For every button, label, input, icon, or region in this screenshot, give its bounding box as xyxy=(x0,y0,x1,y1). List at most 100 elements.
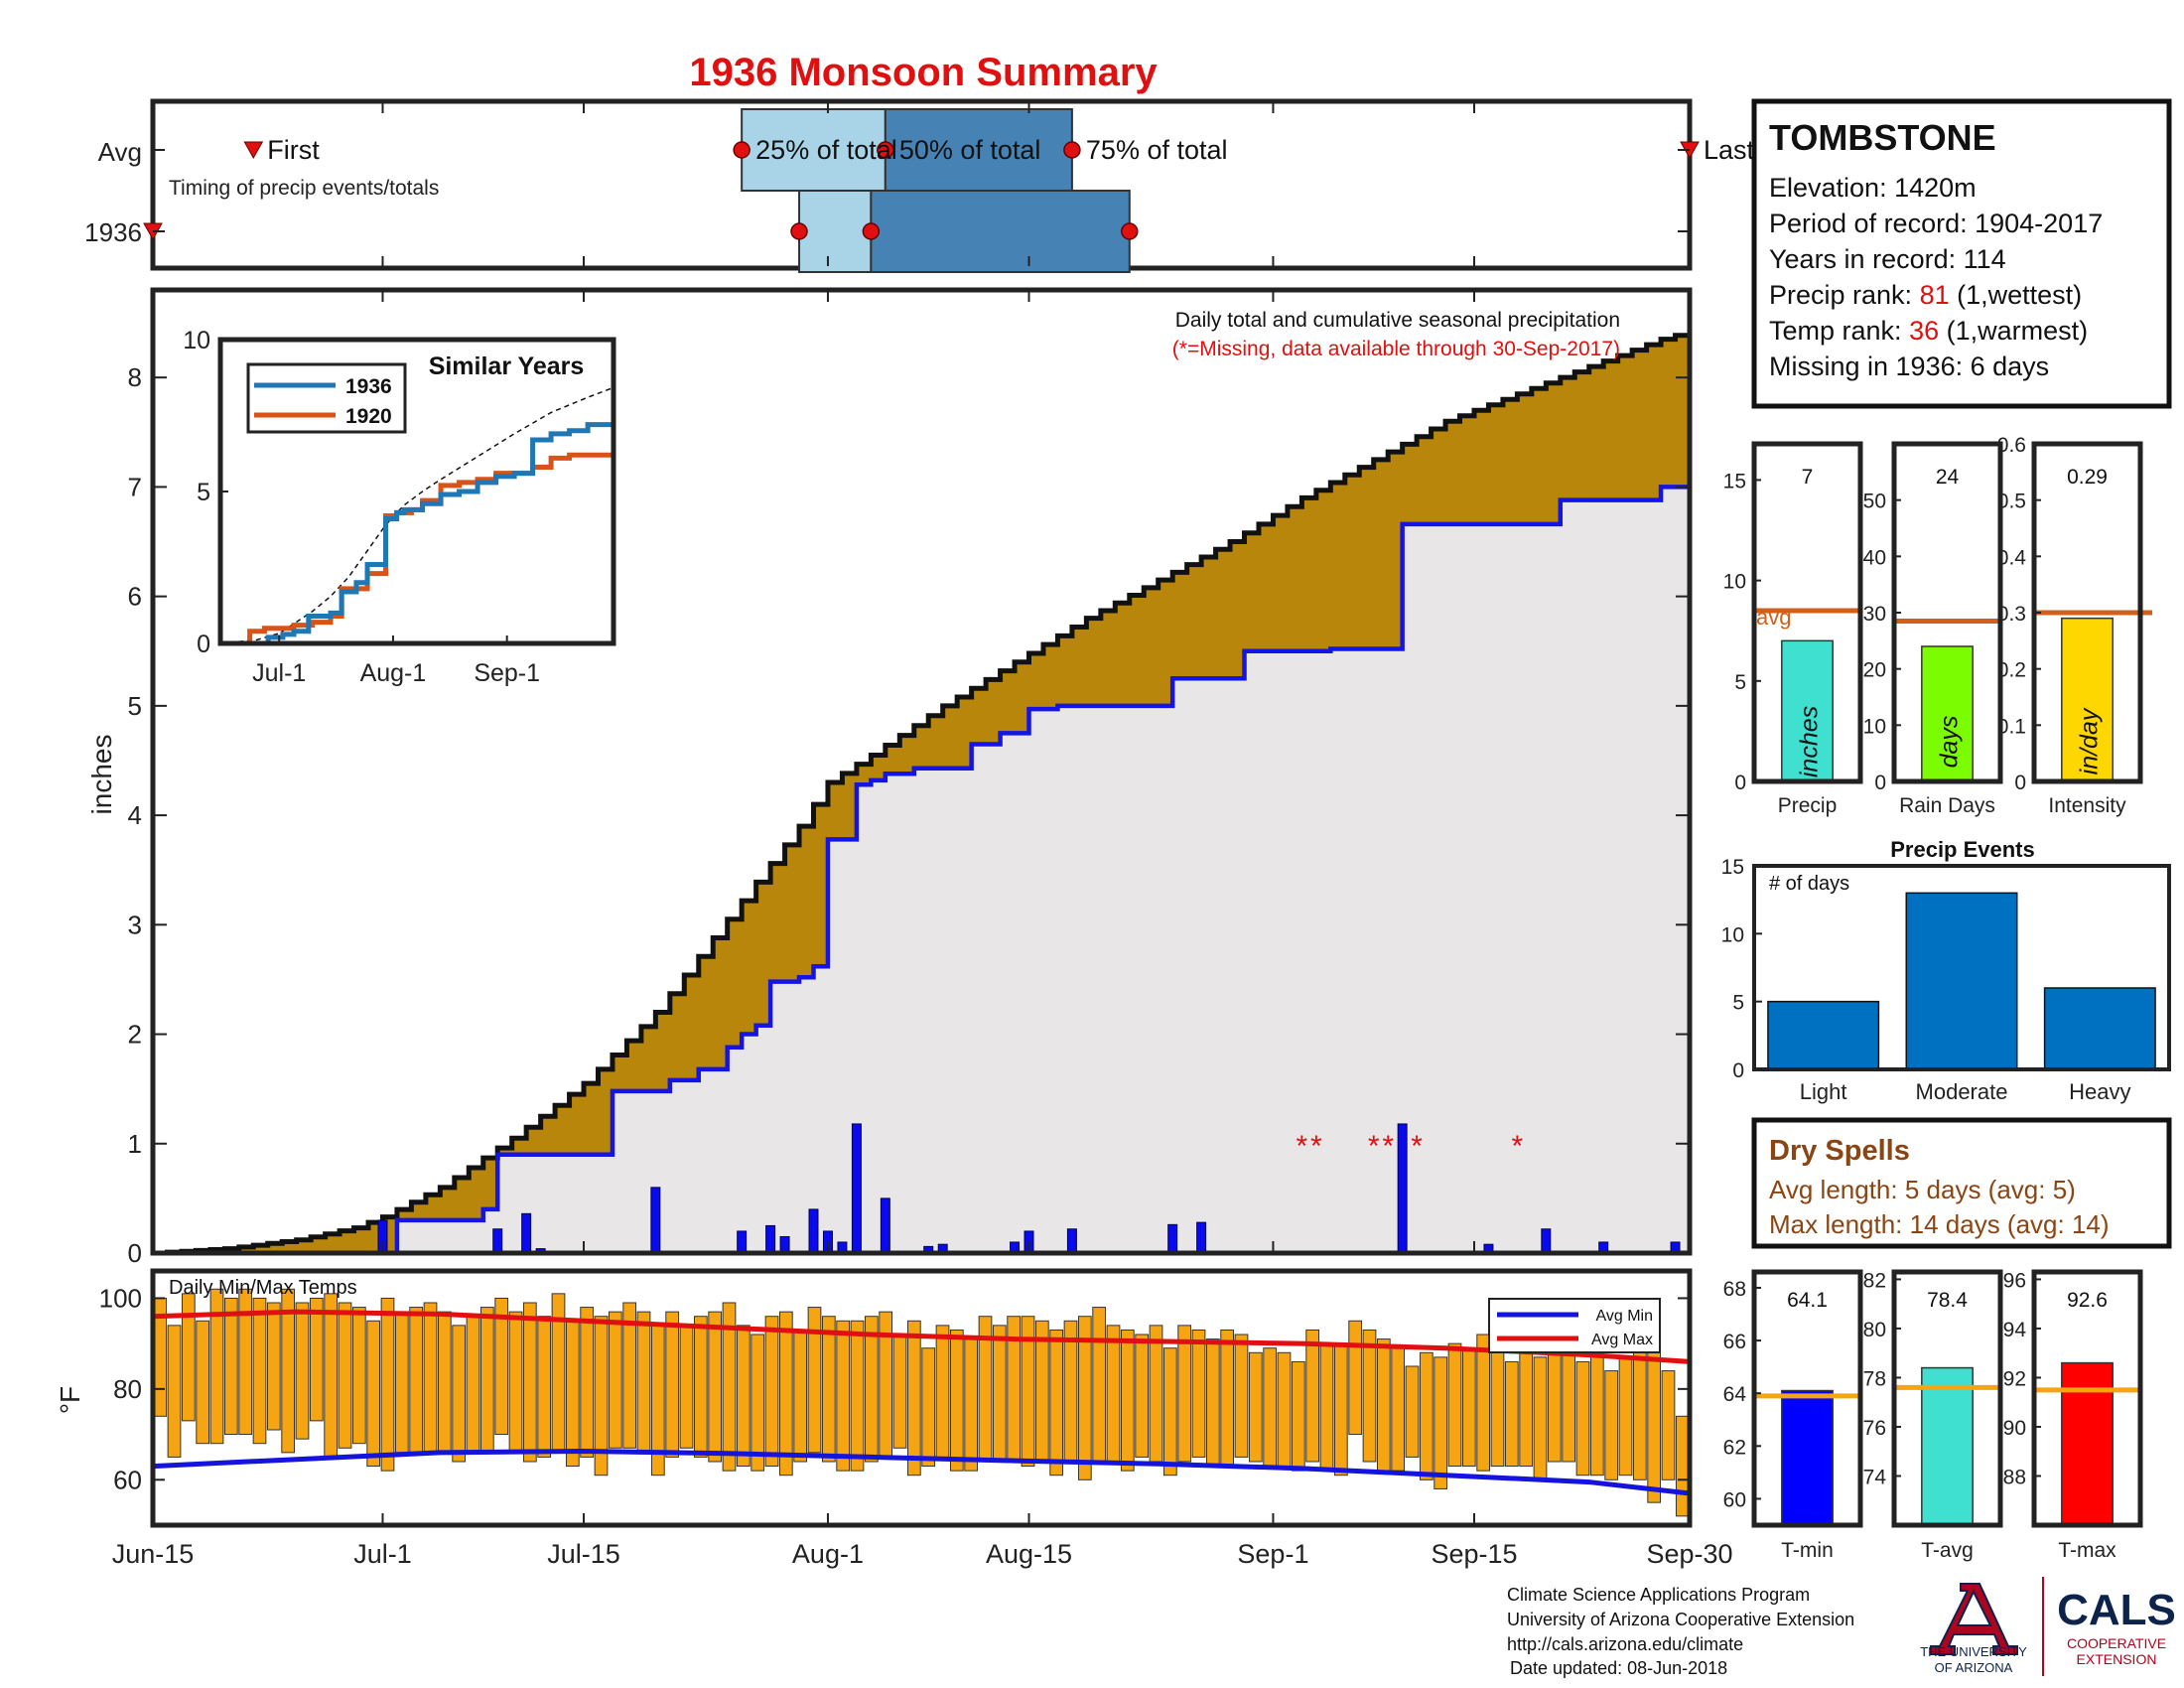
temp-range-bar xyxy=(1106,1325,1121,1463)
main-ytick-label: 5 xyxy=(128,691,142,721)
inset-xtick-label: Sep-1 xyxy=(474,659,540,687)
temp-range-bar xyxy=(466,1316,480,1454)
daily-precip-bar xyxy=(650,1187,661,1254)
temp-range-bar xyxy=(949,1329,964,1472)
temp-range-bar xyxy=(1547,1347,1562,1463)
temp-ytick-label: 60 xyxy=(113,1465,142,1494)
temp-range-bar xyxy=(452,1325,467,1463)
tsum-ytick-label: 94 xyxy=(2003,1319,2027,1341)
stat-ytick-label: 0.2 xyxy=(1997,659,2026,682)
main-ytick-label: 3 xyxy=(128,910,142,939)
tsum-value-T-max: 92.6 xyxy=(2067,1289,2108,1312)
event-bar-Heavy xyxy=(2043,987,2156,1070)
timing-year-label: 1936 xyxy=(84,217,142,247)
temp-range-bar xyxy=(1519,1351,1534,1468)
temp-range-bar xyxy=(693,1316,708,1458)
temp-range-bar xyxy=(1177,1325,1192,1463)
temp-range-bar xyxy=(778,1311,793,1477)
temp-range-bar xyxy=(1632,1342,1647,1480)
stat-bar-Intensity xyxy=(2061,617,2114,782)
tsum-ytick-label: 62 xyxy=(1723,1436,1746,1459)
temp-range-bar xyxy=(1647,1351,1662,1503)
temp-range-bar xyxy=(964,1338,979,1472)
tsum-value-T-min: 64.1 xyxy=(1787,1289,1828,1312)
temp-range-bar xyxy=(1248,1351,1263,1463)
temp-range-bar xyxy=(935,1325,950,1458)
tsum-ytick-label: 66 xyxy=(1723,1331,1746,1353)
date-axis-label: Sep-1 xyxy=(1237,1539,1308,1569)
daily-precip-bar xyxy=(1167,1223,1178,1254)
cals-logo-text: CALS xyxy=(2057,1586,2176,1634)
temp-range-bar xyxy=(394,1311,409,1454)
stat-ytick-label: 20 xyxy=(1863,659,1886,682)
temp-range-bar xyxy=(338,1302,352,1449)
daily-precip-bar xyxy=(1196,1221,1207,1254)
temperature-chart: 60 80 100 Daily Min/Max Temps °F Avg Min A… xyxy=(55,1268,1733,1569)
ua-a-logo-icon xyxy=(1930,1583,2018,1655)
timing-avg-first-marker xyxy=(243,141,264,160)
timing-avg-label: Avg xyxy=(98,137,142,167)
temp-range-bar xyxy=(1191,1329,1206,1458)
temp-range-bar xyxy=(1277,1351,1292,1468)
footer-line-4: Date updated: 08-Jun-2018 xyxy=(1510,1658,1727,1678)
footer-line-3: http://cals.arizona.edu/climate xyxy=(1507,1634,1743,1654)
inset-xtick-label: Aug-1 xyxy=(360,659,427,687)
daily-precip-bar xyxy=(737,1230,748,1254)
timing-avg-p75-marker xyxy=(1063,141,1081,159)
tsum-bar-T-max xyxy=(2061,1361,2114,1526)
temp-range-bar xyxy=(196,1320,210,1445)
station-name: TOMBSTONE xyxy=(1769,117,1996,158)
timing-avg-p50-marker xyxy=(877,141,894,159)
temp-range-bar xyxy=(1589,1351,1604,1477)
tsum-panel-frame-1 xyxy=(1891,1269,2003,1528)
temp-range-bar xyxy=(622,1302,637,1449)
temp-range-bar xyxy=(1533,1356,1548,1480)
temp-range-bar xyxy=(380,1297,395,1472)
temp-range-bar xyxy=(665,1311,680,1458)
avg-cumulative-line xyxy=(153,331,1693,1256)
temp-range-bar xyxy=(1376,1338,1391,1472)
stat-value-Rain Days: 24 xyxy=(1936,466,1960,489)
tsum-ytick-label: 90 xyxy=(2003,1417,2026,1440)
daily-precip-bar xyxy=(1541,1228,1552,1254)
tsum-ytick-label: 74 xyxy=(1863,1466,1887,1488)
date-axis-label: Jun-15 xyxy=(112,1539,195,1569)
inset-ytick-label: 5 xyxy=(197,479,210,506)
temp-range-bar xyxy=(594,1316,609,1477)
timing-p75-label: 75% of total xyxy=(1086,135,1228,165)
year-cumulative-line xyxy=(153,485,1690,1256)
temp-range-bar xyxy=(1391,1347,1406,1472)
cals-sub-2: EXTENSION xyxy=(2077,1651,2157,1667)
station-info-box: TOMBSTONE Elevation: 1420m Period of rec… xyxy=(1751,98,2172,409)
inset-legend-label-1920: 1920 xyxy=(345,405,392,428)
temp-range-bar xyxy=(494,1297,509,1436)
stat-ytick-label: 0.3 xyxy=(1997,603,2026,626)
legend-min-label: Avg Min xyxy=(1595,1308,1653,1325)
temp-range-bar xyxy=(167,1325,182,1458)
temp-rank-value: 36 xyxy=(1909,316,1939,346)
stat-ytick-label: 0.1 xyxy=(1997,715,2026,738)
temp-range-bar xyxy=(295,1302,310,1440)
temp-range-bar xyxy=(1135,1334,1150,1458)
dry-spells-max: Max length: 14 days (avg: 14) xyxy=(1769,1209,2110,1239)
temp-range-bar xyxy=(266,1302,281,1431)
temp-range-bar xyxy=(1205,1338,1220,1468)
avg-max-temp-line xyxy=(152,1309,1691,1364)
daily-precip-bar xyxy=(521,1212,532,1254)
temp-range-bar xyxy=(1291,1360,1305,1472)
tsum-value-T-avg: 78.4 xyxy=(1927,1289,1968,1312)
inset-xtick-label: Jul-1 xyxy=(252,659,306,687)
stat-ytick-label: 40 xyxy=(1863,546,1886,569)
temp-range-bar xyxy=(1675,1415,1690,1517)
temp-range-bar xyxy=(1149,1325,1163,1463)
temp-range-bar xyxy=(238,1288,253,1436)
temp-range-bar xyxy=(423,1302,438,1454)
main-ytick-label: 4 xyxy=(128,800,142,830)
tsum-ytick-label: 60 xyxy=(1723,1488,1746,1511)
inset-title: Similar Years xyxy=(429,352,585,380)
temp-range-bar xyxy=(764,1316,779,1468)
timing-last-label: Last xyxy=(1704,135,1755,165)
event-category-Heavy: Heavy xyxy=(2069,1079,2130,1104)
temp-range-bar xyxy=(1618,1356,1633,1477)
main-ytick-label: 2 xyxy=(128,1020,142,1050)
